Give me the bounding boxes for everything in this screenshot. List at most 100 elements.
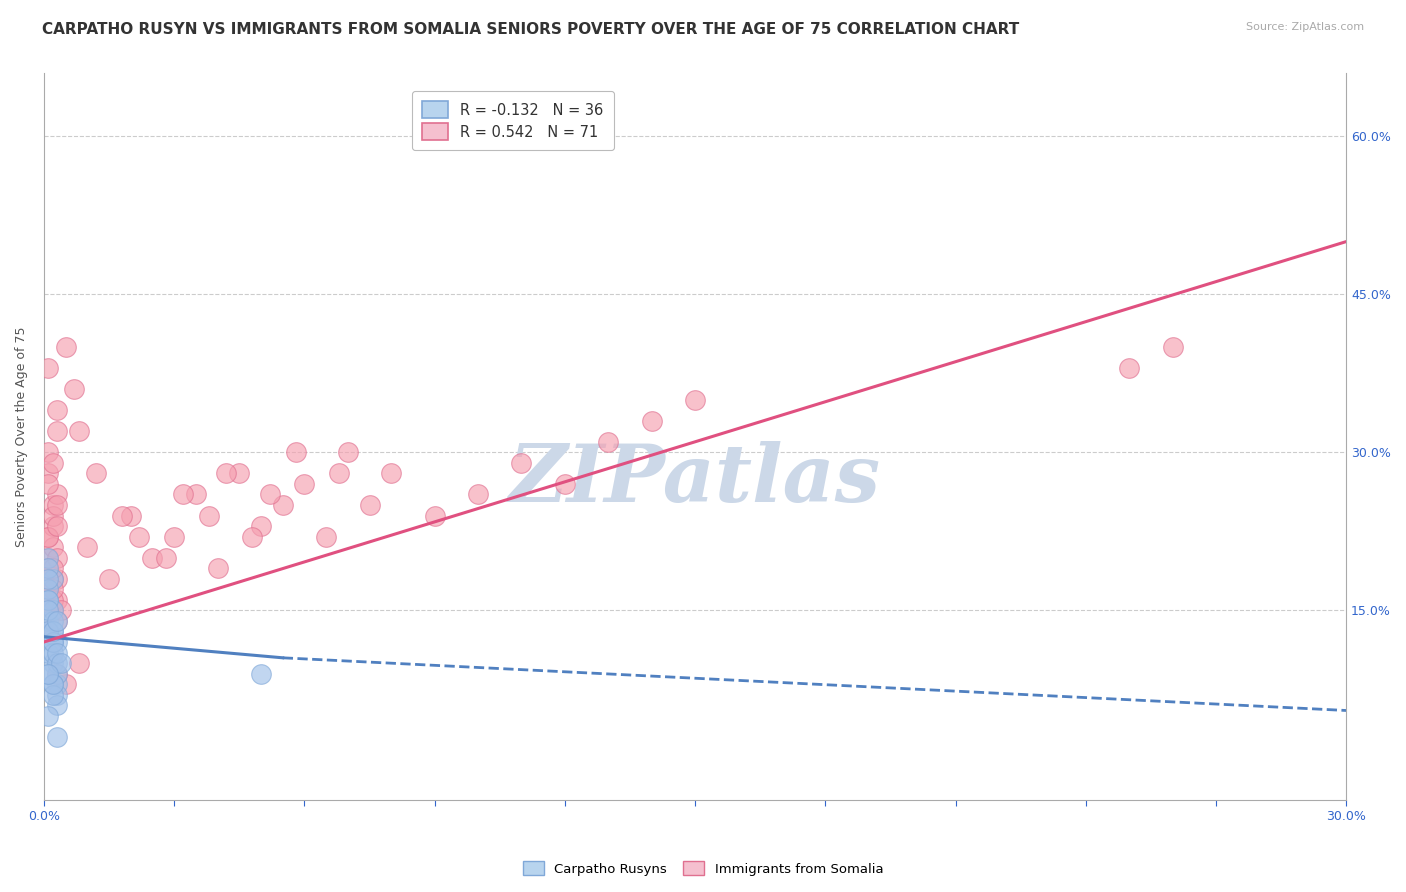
Point xyxy=(37,624,59,639)
Point xyxy=(46,424,69,438)
Point xyxy=(250,666,273,681)
Point xyxy=(1118,361,1140,376)
Point xyxy=(294,477,316,491)
Point xyxy=(380,467,402,481)
Point xyxy=(111,508,134,523)
Point xyxy=(284,445,307,459)
Legend: R = -0.132   N = 36, R = 0.542   N = 71: R = -0.132 N = 36, R = 0.542 N = 71 xyxy=(412,91,613,151)
Point xyxy=(46,614,69,628)
Point xyxy=(46,519,69,533)
Point xyxy=(41,572,63,586)
Point xyxy=(37,530,59,544)
Point xyxy=(215,467,238,481)
Point xyxy=(46,656,69,670)
Point xyxy=(37,603,59,617)
Point xyxy=(163,530,186,544)
Point xyxy=(55,677,77,691)
Point xyxy=(46,487,69,501)
Point xyxy=(683,392,706,407)
Point xyxy=(359,498,381,512)
Point xyxy=(37,624,59,639)
Point xyxy=(271,498,294,512)
Point xyxy=(128,530,150,544)
Point xyxy=(37,646,59,660)
Point xyxy=(84,467,107,481)
Point xyxy=(46,403,69,417)
Point xyxy=(37,530,59,544)
Point xyxy=(41,540,63,554)
Point xyxy=(41,561,63,575)
Point xyxy=(46,550,69,565)
Text: Source: ZipAtlas.com: Source: ZipAtlas.com xyxy=(1246,22,1364,32)
Point xyxy=(1161,340,1184,354)
Point xyxy=(37,708,59,723)
Point xyxy=(46,730,69,744)
Point xyxy=(198,508,221,523)
Point xyxy=(37,477,59,491)
Point xyxy=(37,666,59,681)
Point xyxy=(37,361,59,376)
Point xyxy=(41,572,63,586)
Point xyxy=(41,656,63,670)
Point xyxy=(46,646,69,660)
Point xyxy=(336,445,359,459)
Point xyxy=(207,561,229,575)
Point xyxy=(259,487,281,501)
Point xyxy=(51,603,73,617)
Point xyxy=(598,434,620,449)
Point xyxy=(37,561,59,575)
Text: CARPATHO RUSYN VS IMMIGRANTS FROM SOMALIA SENIORS POVERTY OVER THE AGE OF 75 COR: CARPATHO RUSYN VS IMMIGRANTS FROM SOMALI… xyxy=(42,22,1019,37)
Point xyxy=(46,688,69,702)
Point xyxy=(554,477,576,491)
Point xyxy=(328,467,350,481)
Point xyxy=(172,487,194,501)
Point xyxy=(67,656,90,670)
Point xyxy=(120,508,142,523)
Point xyxy=(67,424,90,438)
Point xyxy=(315,530,337,544)
Point xyxy=(41,646,63,660)
Point xyxy=(55,340,77,354)
Point xyxy=(37,550,59,565)
Point xyxy=(41,635,63,649)
Point xyxy=(41,603,63,617)
Point xyxy=(46,635,69,649)
Point xyxy=(41,624,63,639)
Point xyxy=(46,677,69,691)
Point xyxy=(141,550,163,565)
Point xyxy=(46,592,69,607)
Point xyxy=(46,498,69,512)
Point xyxy=(37,666,59,681)
Y-axis label: Seniors Poverty Over the Age of 75: Seniors Poverty Over the Age of 75 xyxy=(15,326,28,547)
Legend: Carpatho Rusyns, Immigrants from Somalia: Carpatho Rusyns, Immigrants from Somalia xyxy=(517,856,889,881)
Point xyxy=(46,666,69,681)
Point xyxy=(41,582,63,597)
Point xyxy=(240,530,263,544)
Point xyxy=(423,508,446,523)
Point xyxy=(46,666,69,681)
Point xyxy=(41,635,63,649)
Point xyxy=(41,688,63,702)
Point xyxy=(41,614,63,628)
Point xyxy=(37,550,59,565)
Point xyxy=(37,592,59,607)
Point xyxy=(41,592,63,607)
Point xyxy=(41,677,63,691)
Point xyxy=(250,519,273,533)
Point xyxy=(46,572,69,586)
Point xyxy=(41,508,63,523)
Point xyxy=(37,561,59,575)
Point xyxy=(41,498,63,512)
Point xyxy=(41,603,63,617)
Point xyxy=(37,467,59,481)
Point xyxy=(37,572,59,586)
Point xyxy=(76,540,98,554)
Point xyxy=(41,456,63,470)
Point xyxy=(63,382,86,396)
Point xyxy=(46,614,69,628)
Point xyxy=(184,487,207,501)
Point xyxy=(98,572,121,586)
Point xyxy=(155,550,177,565)
Point xyxy=(37,582,59,597)
Point xyxy=(510,456,533,470)
